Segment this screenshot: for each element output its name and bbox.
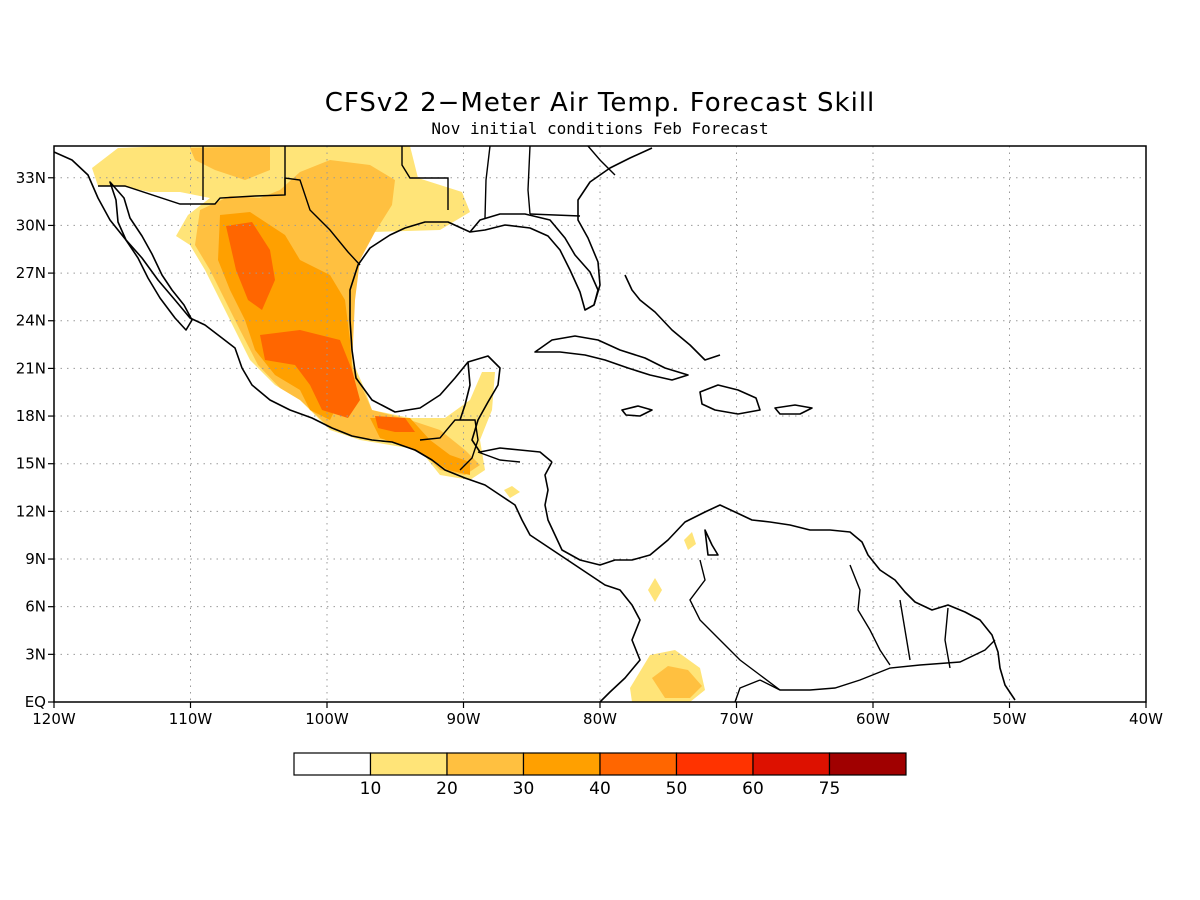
border-us-states-f <box>529 213 581 217</box>
border-brazil-north <box>759 639 996 691</box>
x-axis-ticks: 120W 110W 100W 90W 80W 70W 60W 50W 40W <box>32 702 1163 728</box>
coast-yucatan <box>459 361 471 421</box>
colorbar-label: 40 <box>589 779 611 799</box>
colorbar-swatch <box>675 752 754 776</box>
y-tick-label: 21N <box>16 359 46 377</box>
colorbar-swatch <box>752 752 831 776</box>
figure-subtitle: Nov initial conditions Feb Forecast <box>431 119 768 138</box>
skill-area-20-30-sa <box>652 666 702 698</box>
coast-us-gulf <box>469 213 599 311</box>
coast-florida-atlantic <box>577 147 653 306</box>
y-tick-label: 15N <box>16 455 46 473</box>
coast-baja <box>109 181 193 331</box>
skill-area-10-20-dot1 <box>648 578 662 602</box>
y-axis-ticks: EQ 3N 6N 9N 12N 15N 18N 21N 24N 27N 30N 33N <box>16 169 54 711</box>
skill-area-10-20-dot3 <box>504 486 520 498</box>
y-tick-label: 6N <box>25 598 46 616</box>
border-us-states-c <box>401 146 449 210</box>
x-tick-label: 90W <box>447 710 481 728</box>
y-tick-label: 30N <box>16 216 46 234</box>
x-tick-label: 80W <box>583 710 617 728</box>
coast-puerto-rico <box>774 404 813 415</box>
y-tick-label: 3N <box>25 645 46 663</box>
border-us-states-g <box>587 146 616 176</box>
colorbar: 10 20 30 40 50 60 75 <box>293 752 907 799</box>
x-tick-label: 70W <box>720 710 754 728</box>
y-tick-label: EQ <box>25 693 46 711</box>
colorbar-swatch <box>369 752 448 776</box>
colorbar-label: 50 <box>666 779 688 799</box>
skill-area-40-50-b <box>260 330 360 418</box>
border-us-states-e <box>527 146 531 215</box>
x-tick-label: 50W <box>993 710 1027 728</box>
y-tick-label: 33N <box>16 169 46 187</box>
colorbar-label: 75 <box>819 779 841 799</box>
gridlines <box>54 146 1146 702</box>
x-tick-label: 60W <box>856 710 890 728</box>
border-colombia-peru <box>734 679 761 702</box>
skill-area-20-30-top <box>190 146 270 180</box>
x-tick-label: 100W <box>305 710 349 728</box>
political-borders <box>98 146 996 702</box>
skill-area-10-20-dot2 <box>684 532 696 550</box>
colorbar-swatch <box>828 752 907 776</box>
border-venezuela-guyana <box>849 564 891 666</box>
colorbar-swatch <box>446 752 525 776</box>
figure-title: CFSv2 2−Meter Air Temp. Forecast Skill <box>325 88 876 118</box>
coast-maracaibo <box>704 529 719 556</box>
y-tick-label: 9N <box>25 550 46 568</box>
y-tick-label: 12N <box>16 502 46 520</box>
coast-bahamas <box>624 274 721 361</box>
skill-area-30-40-b <box>370 418 470 475</box>
border-guyana-suriname <box>899 599 911 661</box>
colorbar-swatch <box>293 752 372 776</box>
coast-jamaica <box>621 405 653 417</box>
skill-area-40-50-c <box>375 416 415 432</box>
coast-central-america-carib <box>544 461 1016 701</box>
colorbar-swatch <box>522 752 601 776</box>
coast-mexico-pacific <box>54 151 641 702</box>
colorbar-label: 10 <box>360 779 382 799</box>
border-colombia <box>689 559 781 691</box>
coast-cuba <box>534 335 689 381</box>
x-tick-label: 120W <box>32 710 76 728</box>
colorbar-label: 60 <box>742 779 764 799</box>
border-honduras <box>477 451 521 463</box>
skill-shading <box>92 146 705 702</box>
border-suriname-fguiana <box>944 607 951 669</box>
x-tick-label: 110W <box>169 710 213 728</box>
coast-hispaniola <box>699 384 761 415</box>
x-tick-label: 40W <box>1129 710 1163 728</box>
y-tick-label: 18N <box>16 407 46 425</box>
y-tick-label: 24N <box>16 312 46 330</box>
colorbar-label: 30 <box>513 779 535 799</box>
y-tick-label: 27N <box>16 264 46 282</box>
colorbar-label: 20 <box>436 779 458 799</box>
colorbar-swatch <box>599 752 678 776</box>
border-guatemala <box>419 419 479 471</box>
border-us-states-d <box>484 146 491 219</box>
skill-area-40-50 <box>226 222 275 310</box>
